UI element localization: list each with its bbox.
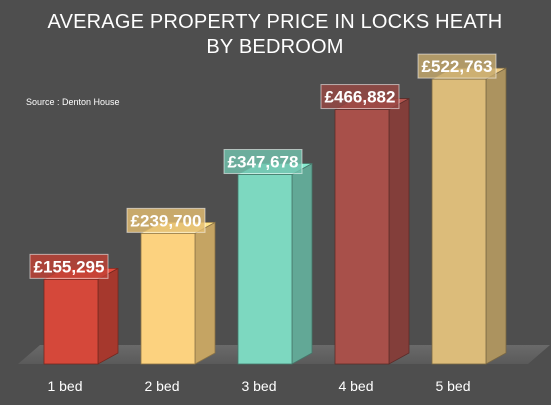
- data-label-2: £239,700: [126, 207, 206, 233]
- bar-5: [431, 67, 507, 365]
- data-label-5: £522,763: [417, 53, 497, 79]
- bar-side-1: [97, 267, 119, 365]
- bar-1: [43, 267, 119, 365]
- source-note: Source : Denton House: [26, 97, 120, 107]
- bar-side-3: [291, 162, 313, 365]
- bar-side-5: [485, 67, 507, 365]
- data-label-text-4: £466,882: [325, 88, 396, 107]
- bar-2: [140, 221, 216, 365]
- bar-side-4: [388, 97, 410, 365]
- data-label-1: £155,295: [29, 253, 109, 279]
- bar-front-5: [431, 78, 487, 365]
- chart-title: AVERAGE PROPERTY PRICE IN LOCKS HEATH: [48, 11, 503, 33]
- category-label-4: 4 bed: [338, 378, 373, 394]
- bar-front-1: [43, 278, 99, 365]
- data-label-box-2: [126, 207, 206, 233]
- data-label-text-1: £155,295: [34, 257, 105, 276]
- chart-title-line2: BY BEDROOM: [206, 36, 343, 58]
- bar-front-3: [237, 174, 293, 365]
- data-label-box-3: [223, 149, 303, 175]
- category-label-1: 1 bed: [47, 378, 82, 394]
- bar-front-2: [140, 232, 196, 365]
- data-labels-group: £155,295 £239,700 £347,678 £466,882 £522,763: [29, 53, 497, 279]
- bars-group: [43, 67, 507, 365]
- bar-front-4: [334, 109, 390, 365]
- category-label-5: 5 bed: [435, 378, 470, 394]
- category-label-2: 2 bed: [144, 378, 179, 394]
- category-labels-group: 1 bed 2 bed 3 bed 4 bed 5 bed: [47, 378, 470, 394]
- bar-side-2: [194, 221, 216, 365]
- bar-3: [237, 162, 313, 365]
- data-label-box-5: [417, 53, 497, 79]
- data-label-box-1: [29, 253, 109, 279]
- data-label-text-5: £522,763: [422, 57, 493, 76]
- bar-4: [334, 97, 410, 365]
- data-label-4: £466,882: [320, 84, 400, 110]
- data-label-text-3: £347,678: [228, 153, 299, 172]
- data-label-3: £347,678: [223, 149, 303, 175]
- data-label-box-4: [320, 84, 400, 110]
- category-label-3: 3 bed: [241, 378, 276, 394]
- data-label-text-2: £239,700: [131, 211, 202, 230]
